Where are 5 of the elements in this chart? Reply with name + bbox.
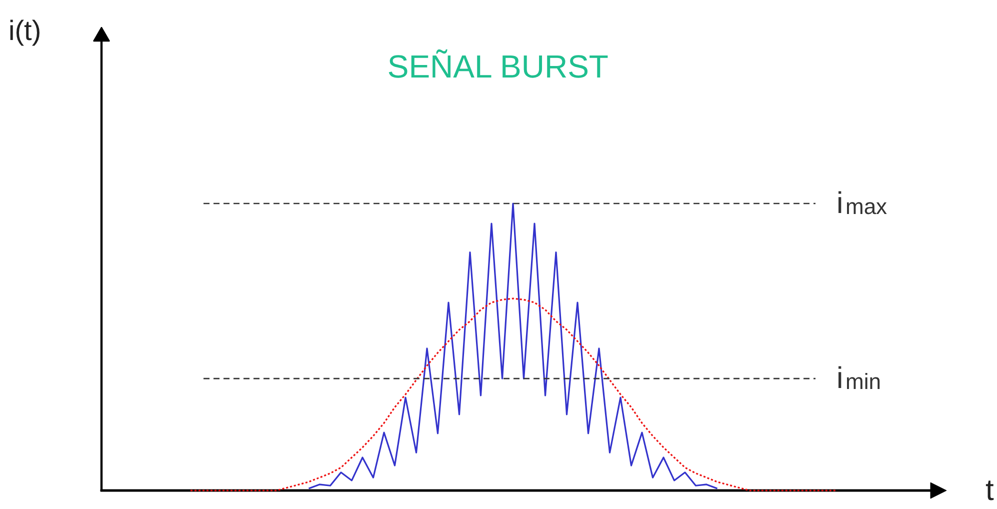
chart-title: SEÑAL BURST xyxy=(387,48,608,84)
ref-line-label: imin xyxy=(836,362,881,396)
ref-line-label: imax xyxy=(836,187,888,220)
x-axis-title: t xyxy=(986,474,994,507)
text: i(t) xyxy=(8,15,42,46)
